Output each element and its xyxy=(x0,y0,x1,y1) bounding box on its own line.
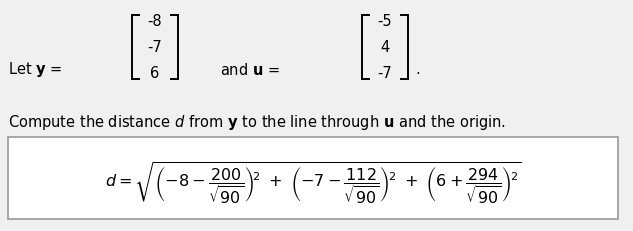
Text: 4: 4 xyxy=(380,40,390,55)
Text: $d = \sqrt{\left(-8 - \dfrac{200}{\sqrt{90}}\right)^{\!2}\ +\ \left(-7 - \dfrac{: $d = \sqrt{\left(-8 - \dfrac{200}{\sqrt{… xyxy=(104,160,522,205)
Text: .: . xyxy=(415,62,420,77)
Text: -7: -7 xyxy=(378,66,392,81)
Text: -7: -7 xyxy=(147,40,163,55)
Text: -5: -5 xyxy=(378,14,392,29)
Text: and $\mathbf{u}$ =: and $\mathbf{u}$ = xyxy=(220,62,280,78)
Text: -8: -8 xyxy=(147,14,162,29)
Text: Let $\mathbf{y}$ =: Let $\mathbf{y}$ = xyxy=(8,60,62,79)
FancyBboxPatch shape xyxy=(8,137,618,219)
Text: Compute the distance $d$ from $\mathbf{y}$ to the line through $\mathbf{u}$ and : Compute the distance $d$ from $\mathbf{y… xyxy=(8,112,506,131)
Text: 6: 6 xyxy=(151,66,160,81)
